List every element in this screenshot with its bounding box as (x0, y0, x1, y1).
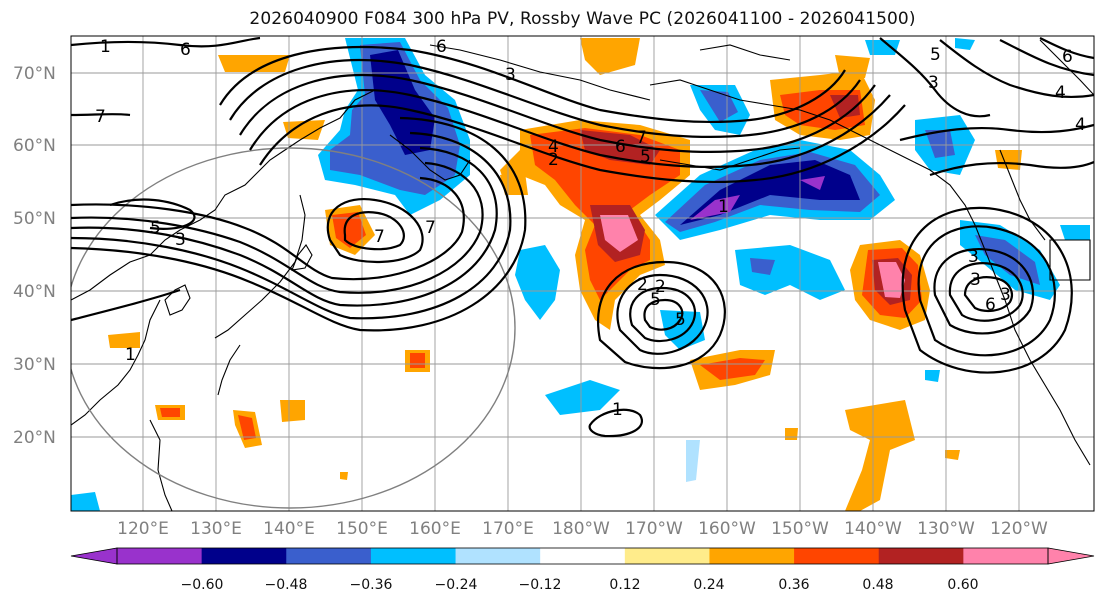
contour-label: 5 (150, 218, 161, 238)
colorbar-frame (116, 547, 1049, 565)
contour-label: 6 (985, 295, 996, 315)
lat-label: 30°N (13, 355, 56, 375)
contour-label: 7 (374, 227, 385, 247)
contour-label: 3 (505, 65, 516, 85)
lat-label: 20°N (13, 428, 56, 448)
lat-label: 60°N (13, 136, 56, 156)
colorbar-segment (540, 548, 626, 564)
lon-label: 160°W (698, 519, 756, 539)
latitude-labels: 70°N 60°N 50°N 40°N 30°N 20°N (13, 64, 56, 448)
lon-label: 170°E (482, 519, 534, 539)
graticule (71, 36, 1094, 511)
colorbar-segment (455, 548, 541, 564)
colorbar-segment (709, 548, 795, 564)
colorbar-segment (794, 548, 880, 564)
contour-lines (71, 36, 1094, 438)
colorbar-tick-label: 0.12 (609, 577, 640, 593)
pv-negative-shading (71, 38, 1090, 511)
contour-label: 2 (655, 277, 666, 297)
contour-label: 2 (548, 150, 559, 170)
pv-positive-shading (108, 38, 1022, 511)
colorbar-segment (201, 548, 287, 564)
contour-label: 1 (718, 197, 729, 217)
lat-label: 40°N (13, 282, 56, 302)
contour-label: 7 (636, 128, 647, 148)
lat-label: 70°N (13, 64, 56, 84)
colorbar-ticks: −0.60 −0.48 −0.36 −0.24 −0.12 0.12 0.24 … (181, 577, 979, 593)
lon-label: 150°E (336, 519, 388, 539)
colorbar-tick-label: 0.36 (778, 577, 809, 593)
lon-label: 140°E (263, 519, 315, 539)
contour-label: 3 (970, 270, 981, 290)
contour-label: 7 (425, 218, 436, 238)
contour-label: 4 (548, 137, 559, 157)
contour-label: 3 (175, 230, 186, 250)
colorbar-tick-label: −0.48 (265, 577, 308, 593)
contour-label: 5 (640, 147, 651, 167)
contour-label: 5 (650, 290, 661, 310)
colorbar-segment (286, 548, 372, 564)
lon-label: 120°W (990, 519, 1048, 539)
contour-label: 5 (930, 45, 941, 65)
contour-label: 1 (612, 400, 623, 420)
lon-label: 120°E (117, 519, 169, 539)
contour-label: 1 (125, 345, 136, 365)
contour-label: 4 (1055, 83, 1066, 103)
colorbar-tick-label: −0.60 (181, 577, 224, 593)
contour-label: 3 (968, 247, 979, 267)
lon-label: 170°W (625, 519, 683, 539)
contour-label: 4 (1075, 115, 1086, 135)
colorbar-tick-label: −0.24 (435, 577, 478, 593)
colorbar-segment (963, 548, 1049, 564)
colorbar-tick-label: 0.60 (947, 577, 978, 593)
colorbar-max-arrow (1047, 547, 1095, 565)
contour-label: 6 (180, 40, 191, 60)
lat-label: 50°N (13, 209, 56, 229)
contour-label: 1 (100, 37, 111, 57)
lon-label: 130°E (190, 519, 242, 539)
contour-label: 2 (637, 275, 648, 295)
colorbar-segment (624, 548, 710, 564)
contour-label: 5 (675, 310, 686, 330)
colorbar-tick-label: −0.12 (519, 577, 562, 593)
contour-label: 3 (1000, 285, 1011, 305)
contour-label: 6 (615, 137, 626, 157)
colorbar-min-arrow (70, 547, 118, 565)
contour-label: 7 (95, 107, 106, 127)
contour-label: 6 (436, 37, 447, 57)
colorbar-segment (117, 548, 203, 564)
contour-labels: 1 7 6 5 7 6 5 4 3 5 3 7 6 4 3 2 1 2 3 6 … (95, 37, 1086, 420)
lon-label: 130°W (917, 519, 975, 539)
map-title: 2026040900 F084 300 hPa PV, Rossby Wave … (249, 9, 916, 29)
radius-circle (71, 147, 516, 509)
colorbar: −0.60 −0.48 −0.36 −0.24 −0.12 0.12 0.24 … (70, 547, 1095, 593)
lon-label: 150°W (771, 519, 829, 539)
lon-label: 180°W (552, 519, 610, 539)
contour-label: 3 (928, 73, 939, 93)
longitude-labels: 120°E 130°E 140°E 150°E 160°E 170°E 180°… (117, 519, 1048, 539)
contour-label: 6 (1062, 47, 1073, 67)
colorbar-tick-label: 0.48 (862, 577, 893, 593)
lon-label: 160°E (409, 519, 461, 539)
colorbar-tick-label: 0.24 (693, 577, 724, 593)
colorbar-segment (878, 548, 964, 564)
map-frame (70, 35, 1095, 512)
colorbar-segments (70, 547, 1095, 565)
colorbar-tick-label: −0.36 (350, 577, 393, 593)
colorbar-segment (370, 548, 457, 564)
lon-label: 140°W (844, 519, 902, 539)
map-plot-area: 1 7 6 5 7 6 5 4 3 5 3 7 6 4 3 2 1 2 3 6 … (71, 36, 1094, 511)
